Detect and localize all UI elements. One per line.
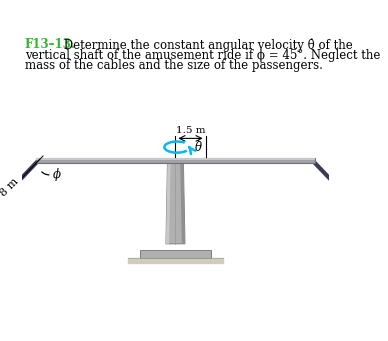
- Text: Determine the constant angular velocity θ̇ of the: Determine the constant angular velocity …: [60, 39, 352, 52]
- Polygon shape: [166, 161, 171, 244]
- Text: θ̇: θ̇: [194, 140, 202, 153]
- Text: F13–13.: F13–13.: [25, 39, 76, 51]
- Polygon shape: [384, 240, 388, 250]
- Text: mass of the cables and the size of the passengers.: mass of the cables and the size of the p…: [25, 59, 323, 72]
- Polygon shape: [374, 231, 384, 233]
- Text: 1.5 m: 1.5 m: [176, 126, 205, 135]
- Polygon shape: [36, 158, 315, 163]
- Polygon shape: [140, 250, 211, 258]
- Text: 8 m: 8 m: [0, 177, 21, 199]
- Text: ϕ: ϕ: [53, 168, 61, 181]
- Text: vertical shaft of the amusement ride if ϕ = 45°. Neglect the: vertical shaft of the amusement ride if …: [25, 49, 380, 62]
- Circle shape: [374, 231, 384, 240]
- Polygon shape: [166, 161, 185, 244]
- Polygon shape: [371, 228, 378, 234]
- Polygon shape: [374, 239, 388, 248]
- Polygon shape: [180, 161, 185, 244]
- Polygon shape: [36, 158, 315, 160]
